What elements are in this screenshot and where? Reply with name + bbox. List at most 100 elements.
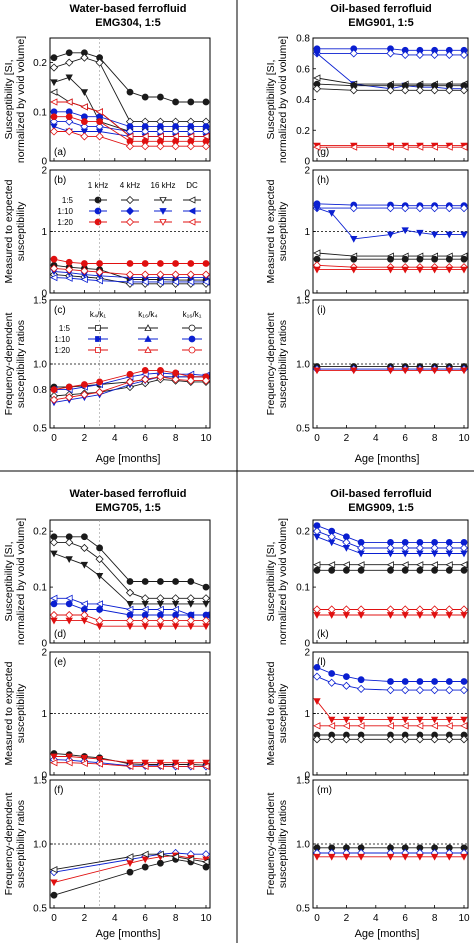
data-point — [171, 623, 180, 631]
data-point — [171, 853, 179, 861]
series-line — [53, 369, 206, 391]
legend-c-row-1-5: 1:5 — [59, 324, 71, 333]
data-point — [156, 600, 165, 608]
data-point — [386, 143, 394, 151]
data-point — [171, 375, 180, 384]
data-point — [401, 612, 409, 619]
data-point — [313, 698, 321, 706]
legend-c-marker — [95, 325, 101, 331]
y-axis-label-line1: Frequency-dependent — [3, 793, 15, 896]
legend-b-marker — [188, 207, 196, 215]
panel-letter: (i) — [317, 305, 326, 316]
data-point — [313, 561, 321, 569]
data-point — [445, 612, 453, 619]
y-axis-label-line1: Frequency-dependent — [265, 313, 277, 416]
series-line — [53, 52, 206, 103]
data-point — [460, 561, 468, 569]
data-point — [80, 103, 88, 111]
data-point — [313, 74, 321, 82]
data-point — [50, 79, 58, 87]
x-tick-label: 4 — [373, 913, 379, 924]
x-tick-label: 8 — [173, 433, 179, 444]
data-point — [186, 132, 195, 141]
data-point — [201, 376, 211, 385]
y-tick-label: 0.2 — [296, 527, 310, 538]
xlabel-tr: Age [months] — [355, 453, 420, 465]
data-point — [141, 260, 149, 267]
data-point — [357, 543, 366, 553]
series-group-l — [312, 663, 469, 744]
y-axis-label-line1: Frequency-dependent — [3, 313, 15, 416]
series-group-i — [312, 363, 469, 375]
data-point — [416, 722, 424, 730]
data-point — [156, 142, 165, 151]
data-point — [445, 735, 454, 744]
y-tick-label: 1.5 — [296, 296, 310, 307]
y-tick-label: 1.0 — [33, 360, 47, 371]
data-point — [96, 606, 103, 613]
series-line — [54, 121, 206, 132]
data-point — [445, 143, 453, 151]
series-line — [53, 277, 206, 283]
data-point — [65, 759, 73, 767]
data-point — [342, 716, 351, 724]
legend-b-swatches — [89, 195, 201, 227]
data-point — [141, 623, 149, 631]
data-point — [81, 533, 88, 541]
data-point — [95, 277, 103, 285]
panel-f: 0.5 1.0 1.5 0 2 4 6 8 10 (f) Frequency-dependent su… — [3, 776, 212, 925]
data-point — [202, 98, 210, 106]
data-point — [357, 722, 365, 730]
x-tick-label: 10 — [200, 433, 212, 444]
legend-c-col-k4k1: k₄/k₁ — [90, 310, 106, 319]
x-tick-label: 10 — [458, 433, 470, 444]
series-line — [54, 116, 206, 142]
data-point — [50, 255, 58, 263]
panel-letter: (f) — [54, 785, 63, 796]
y-tick-label: 0.2 — [33, 58, 47, 69]
panel-letter: (k) — [317, 629, 329, 640]
data-point — [401, 255, 409, 263]
y-axis-label-line2: susceptibility ratios — [15, 320, 27, 408]
legend-b-col-dc: DC — [186, 181, 198, 190]
data-point — [357, 561, 365, 569]
data-point — [156, 278, 164, 286]
data-point — [386, 735, 395, 744]
x-tick-label: 0 — [51, 913, 57, 924]
data-point — [49, 264, 59, 273]
data-point — [327, 678, 336, 687]
data-point — [172, 260, 180, 267]
data-point — [313, 533, 321, 541]
data-point — [386, 86, 395, 95]
data-point — [49, 538, 59, 547]
series-line — [316, 525, 464, 543]
title-tl-line1: Water-based ferrofluid — [70, 3, 187, 15]
panel-l: 0 1 2 (l) Measured to expected susceptibility — [265, 648, 469, 782]
y-axis-label-line1: Susceptibility [SI, — [3, 542, 15, 622]
y-axis-label-line1: Measured to expected — [3, 179, 15, 283]
data-point — [201, 270, 211, 279]
data-point — [386, 722, 394, 730]
x-tick-label: 10 — [458, 913, 470, 924]
panel-h: 0 1 2 (h) Measured to expected susceptibility — [265, 166, 469, 300]
data-point — [50, 273, 58, 282]
data-point — [328, 210, 336, 217]
data-point — [187, 578, 195, 585]
data-point — [386, 49, 395, 58]
data-point — [313, 722, 321, 730]
data-point — [95, 760, 103, 768]
y-tick-label: 2 — [41, 166, 47, 177]
data-point — [342, 722, 350, 730]
data-point — [313, 50, 321, 58]
data-point — [156, 366, 164, 374]
data-point — [80, 89, 89, 96]
y-tick-label: 2 — [41, 648, 47, 659]
data-point — [357, 684, 366, 693]
series-line — [54, 101, 206, 137]
data-point — [445, 367, 453, 375]
data-point — [80, 754, 89, 762]
legend-b-marker — [94, 207, 102, 215]
legend-ratio: k₄/k₁ k₁₆/k₄ k₁₆/k₁ 1:5 1:10 1:20 — [54, 310, 202, 355]
y-axis-label-line2: normalized by void volume] — [277, 36, 289, 163]
data-point — [141, 578, 149, 585]
